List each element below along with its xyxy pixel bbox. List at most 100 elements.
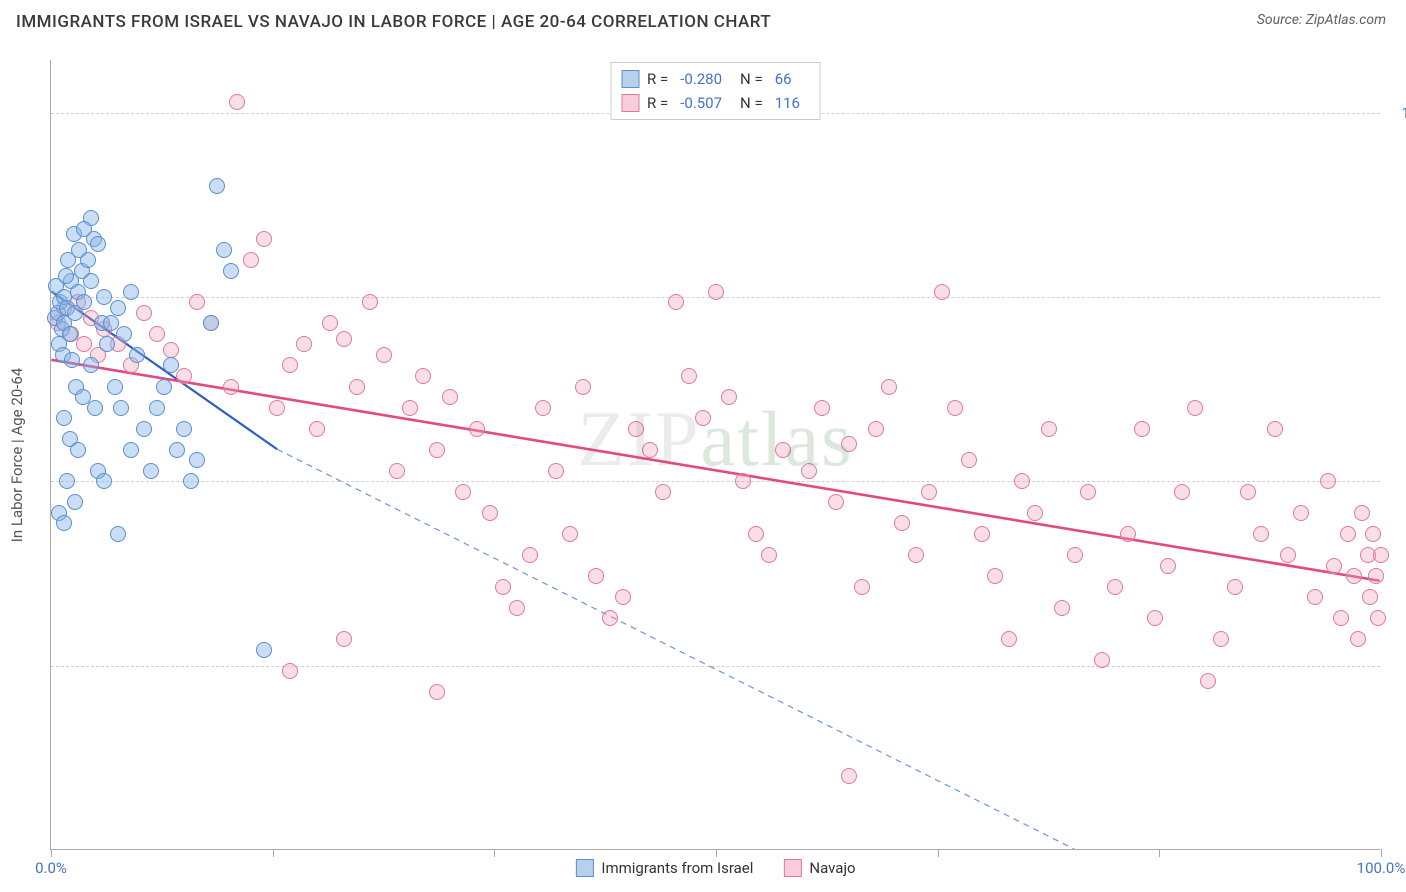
data-point-navajo [336, 631, 352, 647]
data-point-navajo [575, 379, 591, 395]
data-point-navajo [1350, 631, 1366, 647]
x-tick [938, 849, 939, 857]
data-point-navajo [721, 389, 737, 405]
data-point-israel [83, 273, 99, 289]
data-point-navajo [1054, 600, 1070, 616]
data-point-navajo [868, 421, 884, 437]
data-point-navajo [362, 294, 378, 310]
data-point-navajo [1014, 473, 1030, 489]
data-point-navajo [243, 252, 259, 268]
data-point-navajo [1354, 505, 1370, 521]
x-tick [51, 849, 52, 857]
trend-lines [51, 60, 1380, 849]
data-point-navajo [602, 610, 618, 626]
data-point-israel [203, 315, 219, 331]
data-point-navajo [1307, 589, 1323, 605]
data-point-israel [256, 642, 272, 658]
chart-title: IMMIGRANTS FROM ISRAEL VS NAVAJO IN LABO… [16, 12, 771, 32]
data-point-navajo [1362, 589, 1378, 605]
data-point-navajo [149, 326, 165, 342]
data-point-israel [216, 242, 232, 258]
data-point-navajo [1240, 484, 1256, 500]
data-point-navajo [349, 379, 365, 395]
data-point-israel [143, 463, 159, 479]
data-point-israel [123, 442, 139, 458]
data-point-navajo [256, 231, 272, 247]
x-tick [494, 849, 495, 857]
data-point-navajo [1340, 526, 1356, 542]
data-point-navajo [681, 368, 697, 384]
data-point-navajo [1187, 400, 1203, 416]
data-point-navajo [136, 305, 152, 321]
data-point-israel [70, 442, 86, 458]
data-point-navajo [1365, 526, 1381, 542]
data-point-navajo [1080, 484, 1096, 500]
data-point-navajo [695, 410, 711, 426]
y-tick-label: 82.5% [1390, 288, 1406, 306]
data-point-navajo [163, 342, 179, 358]
data-point-navajo [615, 589, 631, 605]
data-point-navajo [1333, 610, 1349, 626]
legend-swatch-israel [621, 70, 639, 88]
data-point-navajo [322, 315, 338, 331]
legend-swatch-navajo [621, 94, 639, 112]
data-point-israel [59, 473, 75, 489]
data-point-navajo [628, 421, 644, 437]
data-point-navajo [522, 547, 538, 563]
data-point-navajo [748, 526, 764, 542]
data-point-navajo [761, 547, 777, 563]
data-point-israel [113, 400, 129, 416]
x-tick-label: 100.0% [1357, 859, 1406, 877]
legend-item-israel: Immigrants from Israel [575, 859, 753, 877]
data-point-navajo [908, 547, 924, 563]
data-point-israel [169, 442, 185, 458]
legend-stats: R =-0.280N =66R =-0.507N =116 [610, 62, 821, 120]
data-point-navajo [921, 484, 937, 500]
data-point-navajo [336, 331, 352, 347]
data-point-israel [83, 357, 99, 373]
data-point-israel [110, 526, 126, 542]
data-point-navajo [282, 357, 298, 373]
data-point-navajo [1001, 631, 1017, 647]
data-point-navajo [1370, 610, 1386, 626]
data-point-israel [176, 421, 192, 437]
legend-stats-row-navajo: R =-0.507N =116 [621, 91, 810, 115]
data-point-israel [76, 294, 92, 310]
data-point-navajo [841, 436, 857, 452]
data-point-israel [156, 379, 172, 395]
data-point-navajo [708, 284, 724, 300]
legend-series: Immigrants from Israel Navajo [575, 859, 855, 877]
data-point-navajo [455, 484, 471, 500]
data-point-navajo [801, 463, 817, 479]
data-point-navajo [974, 526, 990, 542]
data-point-israel [64, 352, 80, 368]
data-point-navajo [1067, 547, 1083, 563]
data-point-navajo [309, 421, 325, 437]
data-point-navajo [1368, 568, 1384, 584]
data-point-navajo [1107, 579, 1123, 595]
legend-label: Navajo [809, 859, 855, 877]
data-point-navajo [223, 379, 239, 395]
data-point-navajo [894, 515, 910, 531]
data-point-navajo [402, 400, 418, 416]
data-point-navajo [1320, 473, 1336, 489]
data-point-navajo [1373, 547, 1389, 563]
data-point-navajo [987, 568, 1003, 584]
data-point-navajo [1280, 547, 1296, 563]
x-tick [273, 849, 274, 857]
data-point-navajo [562, 526, 578, 542]
data-point-israel [163, 357, 179, 373]
data-point-israel [107, 379, 123, 395]
data-point-navajo [229, 94, 245, 110]
data-point-navajo [655, 484, 671, 500]
data-point-navajo [854, 579, 870, 595]
data-point-navajo [1346, 568, 1362, 584]
data-point-navajo [961, 452, 977, 468]
data-point-israel [96, 473, 112, 489]
data-point-israel [189, 452, 205, 468]
data-point-israel [87, 400, 103, 416]
data-point-navajo [509, 600, 525, 616]
data-point-navajo [1094, 652, 1110, 668]
y-axis-label: In Labor Force | Age 20-64 [8, 367, 26, 541]
data-point-navajo [735, 473, 751, 489]
